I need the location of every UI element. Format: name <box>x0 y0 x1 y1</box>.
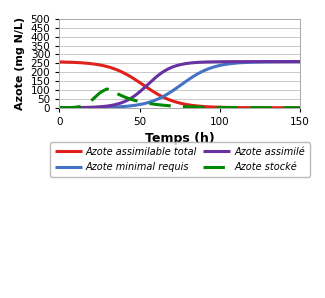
X-axis label: Temps (h): Temps (h) <box>145 132 214 145</box>
Y-axis label: Azote (mg N/L): Azote (mg N/L) <box>15 17 25 110</box>
Legend: Azote assimilable total, Azote minimal requis, Azote assimilé, Azote stocké: Azote assimilable total, Azote minimal r… <box>50 142 310 177</box>
